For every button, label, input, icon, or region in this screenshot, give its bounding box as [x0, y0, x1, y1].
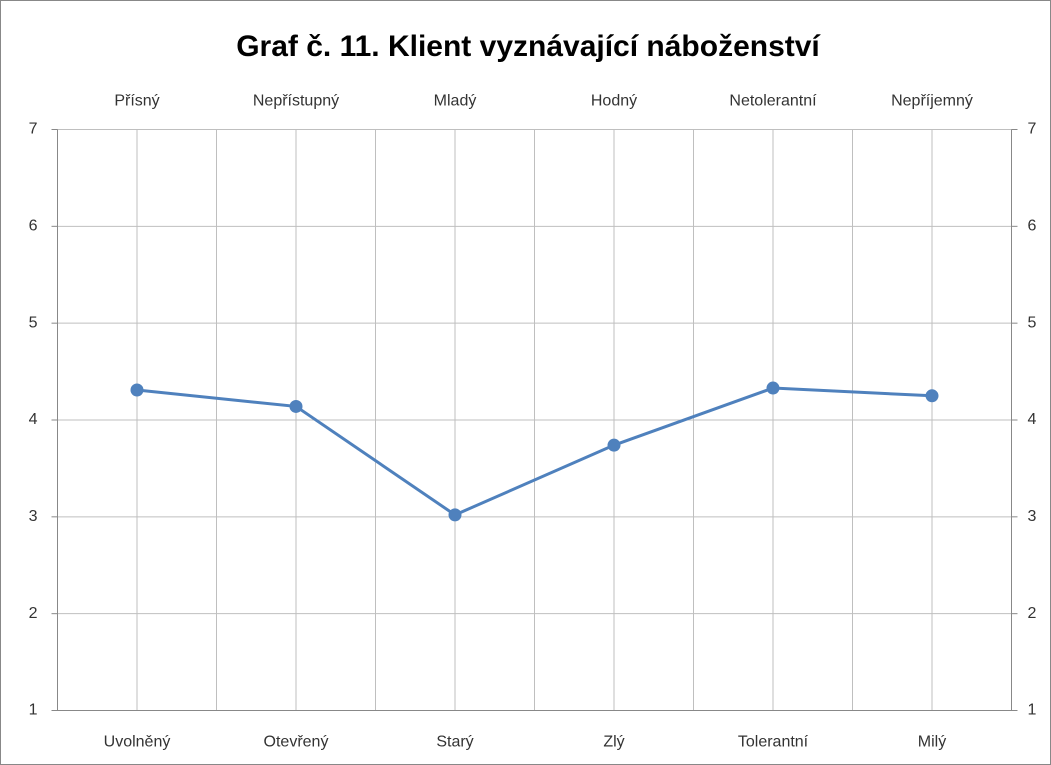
marker	[925, 389, 939, 403]
y-tick-label: 5	[29, 314, 38, 331]
y2-tick-label: 6	[1028, 218, 1037, 235]
x-top-label: Netolerantní	[729, 93, 817, 110]
y-tick-label: 6	[29, 218, 38, 235]
y2-tick-label: 7	[1028, 121, 1037, 138]
x-top-label: Hodný	[591, 93, 637, 110]
chart-title: Graf č. 11. Klient vyznávající náboženst…	[236, 30, 821, 63]
marker	[766, 381, 780, 395]
line	[136, 386, 933, 517]
marker	[289, 399, 303, 413]
marker	[130, 383, 144, 397]
x-top-label: Mladý	[434, 93, 477, 110]
y-tick-label: 4	[29, 411, 38, 428]
x-tick-label: Starý	[436, 734, 473, 751]
marker	[607, 438, 621, 452]
y2-tick-label: 4	[1028, 411, 1037, 428]
x-tick-label: Milý	[918, 734, 946, 751]
y2-tick-label: 1	[1028, 702, 1037, 719]
x-tick-label: Tolerantní	[738, 734, 809, 751]
y2-tick-label: 3	[1028, 508, 1037, 525]
y-tick-label: 1	[29, 702, 38, 719]
x-top-label: Nepříjemný	[891, 93, 973, 110]
x-tick-label: Uvolněný	[104, 734, 171, 751]
y2-tick-label: 5	[1028, 314, 1037, 331]
y2-tick-label: 2	[1028, 605, 1037, 622]
x-tick-label: Zlý	[603, 734, 624, 751]
x-tick-label: Otevřený	[264, 734, 329, 751]
y-tick-label: 3	[29, 508, 38, 525]
y-tick-label: 7	[29, 121, 38, 138]
marker	[448, 508, 462, 522]
x-top-label: Nepřístupný	[253, 93, 339, 110]
x-top-label: Přísný	[114, 93, 159, 110]
y-tick-label: 2	[29, 605, 38, 622]
